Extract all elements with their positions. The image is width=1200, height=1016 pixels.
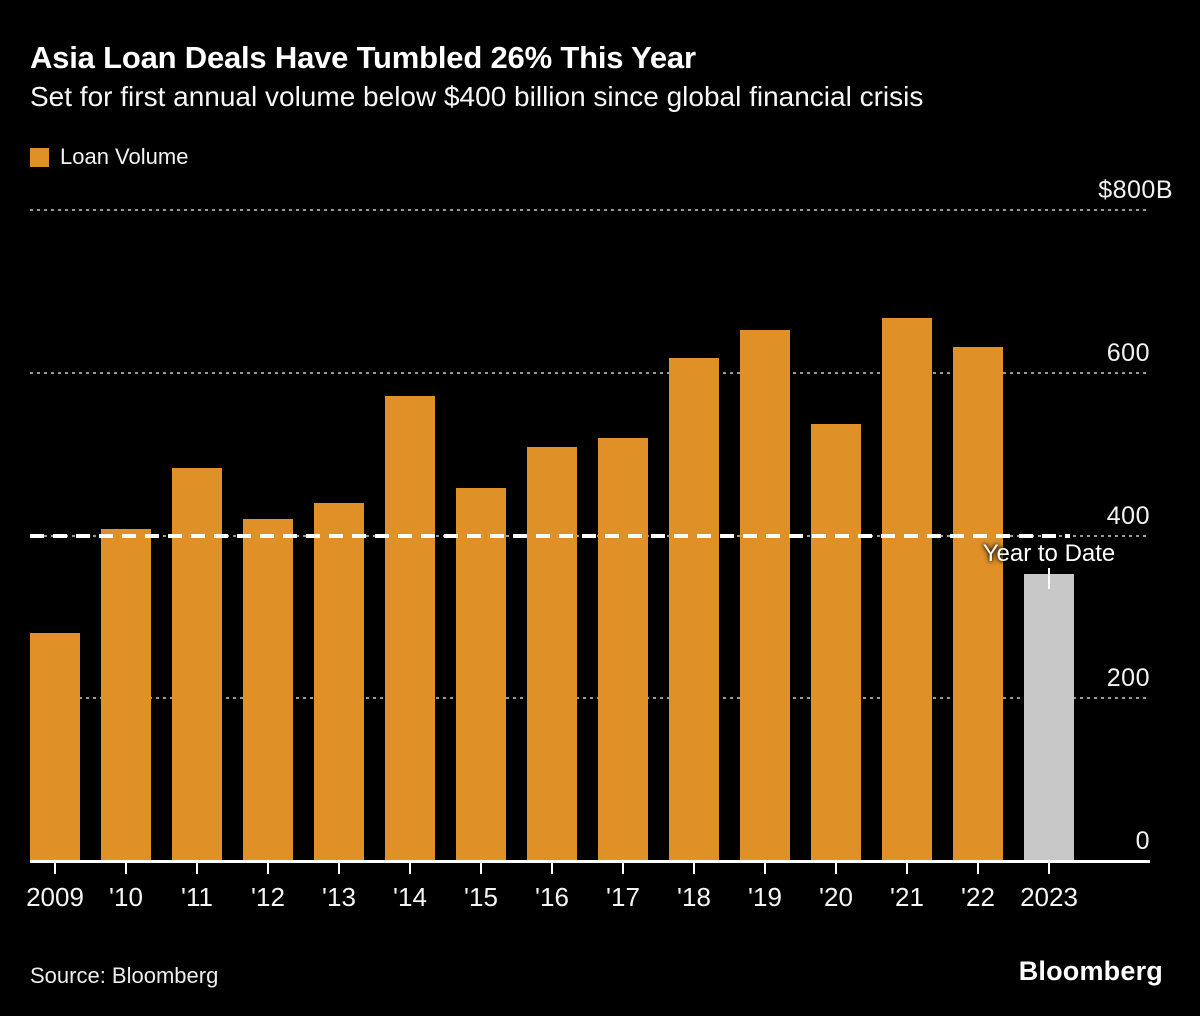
bar-12 (243, 519, 293, 862)
bar-2023 (1024, 574, 1074, 862)
x-axis-label-18: '18 (677, 882, 711, 912)
x-axis-label-12: '12 (251, 882, 285, 912)
gridline-600 (30, 372, 1149, 374)
x-axis-tick-16 (551, 863, 553, 874)
x-axis-tick-10 (125, 863, 127, 874)
source-note: Source: Bloomberg (30, 963, 219, 988)
x-axis-tick-14 (409, 863, 411, 874)
bar-11 (172, 468, 222, 862)
x-axis-label-11: '11 (181, 882, 213, 912)
x-axis-label-2009: 2009 (26, 882, 84, 912)
legend: Loan Volume (30, 144, 188, 170)
annotation-year-to-date: Year to Date (982, 540, 1116, 567)
bar-18 (669, 358, 719, 862)
legend-label: Loan Volume (60, 144, 189, 169)
x-axis-label-14: '14 (393, 882, 427, 912)
y-axis-label-800: $800B (1098, 176, 1173, 204)
bloomberg-logo: Bloomberg (1018, 956, 1163, 986)
x-axis-tick-18 (693, 863, 695, 874)
bar-19 (740, 330, 790, 862)
annotation-pointer-line (1048, 568, 1050, 589)
x-axis-tick-15 (480, 863, 482, 874)
y-axis-label-200: 200 (1106, 664, 1150, 692)
x-axis-label-22: '22 (961, 882, 995, 912)
legend-swatch-icon (30, 147, 49, 167)
x-axis-tick-17 (622, 863, 624, 874)
gridline-200 (30, 697, 1149, 699)
x-axis-tick-2009 (54, 863, 56, 874)
x-axis-tick-13 (338, 863, 340, 874)
x-axis-label-10: '10 (109, 882, 143, 912)
bar-17 (598, 438, 648, 862)
y-axis-label-0: 0 (1135, 827, 1150, 855)
x-axis-label-13: '13 (322, 882, 356, 912)
bar-15 (456, 488, 506, 862)
bar-20 (811, 424, 861, 862)
bar-14 (385, 396, 435, 862)
x-axis-line (30, 860, 1150, 863)
bar-10 (101, 529, 151, 862)
y-axis-label-400: 400 (1106, 502, 1150, 530)
x-axis-tick-12 (267, 863, 269, 874)
x-axis-label-15: '15 (464, 882, 498, 912)
x-axis-label-17: '17 (606, 882, 640, 912)
x-axis-tick-11 (196, 863, 198, 874)
x-axis-label-19: '19 (748, 882, 782, 912)
bar-16 (527, 447, 577, 862)
bar-13 (314, 503, 364, 862)
chart-title: Asia Loan Deals Have Tumbled 26% This Ye… (30, 40, 696, 75)
bar-22 (953, 347, 1003, 862)
reference-line-400b (30, 534, 1070, 538)
bar-2009 (30, 633, 80, 862)
x-axis-label-2023: 2023 (1020, 882, 1078, 912)
chart-subtitle: Set for first annual volume below $400 b… (30, 81, 924, 112)
x-axis-tick-20 (835, 863, 837, 874)
x-axis-tick-19 (764, 863, 766, 874)
x-axis-label-21: '21 (890, 882, 924, 912)
y-axis-label-600: 600 (1106, 339, 1150, 367)
x-axis-label-16: '16 (535, 882, 569, 912)
bar-21 (882, 318, 932, 862)
x-axis-tick-21 (906, 863, 908, 874)
gridline-800 (30, 209, 1149, 211)
x-axis-label-20: '20 (819, 882, 853, 912)
x-axis-tick-2023 (1048, 863, 1050, 874)
x-axis-tick-22 (977, 863, 979, 874)
